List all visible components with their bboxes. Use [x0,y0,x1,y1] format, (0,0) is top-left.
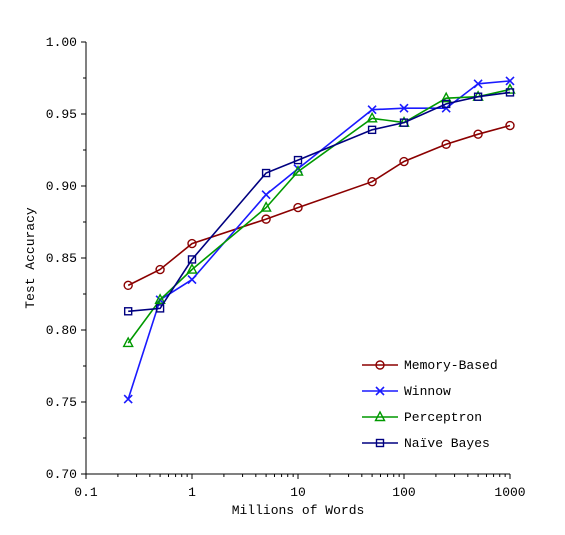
data-point [366,111,378,123]
legend-item: Naïve Bayes [362,436,490,451]
series-3 [123,88,515,316]
x-axis-title: Millions of Words [232,503,365,518]
data-point [261,168,271,178]
data-point [440,91,452,103]
y-tick-label: 0.85 [46,251,77,266]
data-point [261,214,271,224]
data-point [293,202,303,213]
data-point [473,92,483,101]
data-point [186,263,198,274]
data-point [293,155,303,165]
data-point [441,139,451,149]
legend-item: Winnow [362,384,451,399]
data-point [505,76,515,86]
data-point [441,99,451,109]
data-point [155,304,165,313]
legend-item: Perceptron [362,410,482,425]
data-point [122,336,134,348]
legend-marker [375,438,385,448]
data-point [187,255,197,264]
data-point [123,280,133,291]
x-tick-label: 1000 [494,485,525,500]
y-tick-label: 0.75 [46,395,77,410]
data-point [399,156,409,167]
legend-label: Memory-Based [404,358,498,373]
data-point [260,201,272,212]
data-point [187,275,197,285]
y-tick-label: 0.90 [46,179,77,194]
data-point [292,165,304,176]
legend-label: Naïve Bayes [404,436,490,451]
data-point [187,238,197,249]
series-line [127,124,511,287]
data-point [367,105,377,115]
series-1 [123,76,515,404]
legend-label: Perceptron [404,410,482,425]
y-tick-label: 0.70 [46,467,77,482]
data-point [399,118,409,127]
data-point [473,129,483,139]
data-point [367,125,377,135]
data-point [154,293,166,304]
data-point [123,307,133,316]
x-tick-label: 100 [392,485,415,500]
legend-marker [375,360,385,370]
x-tick-label: 10 [290,485,306,500]
series-2 [122,83,516,348]
ticks: 0.70 0.75 0.80 0.85 0.90 0.95 1.00 0.1 1 10 100 100… [46,35,526,500]
series-0 [123,120,515,291]
data-point [261,190,271,200]
data-point [155,264,165,275]
x-tick-label: 1 [188,485,196,500]
data-point [367,176,377,187]
series-group [122,76,516,404]
y-tick-label: 0.95 [46,107,77,122]
legend: Memory-Based Winnow Perceptron Naïve Bayes [362,358,498,451]
y-tick-label: 0.80 [46,323,77,338]
data-point [473,79,483,89]
series-line [128,91,511,313]
x-tick-label: 0.1 [74,485,98,500]
data-point [505,120,515,131]
legend-marker [375,386,385,396]
legend-item: Memory-Based [362,358,498,373]
data-point [123,394,133,404]
legend-marker [374,410,386,422]
y-tick-label: 1.00 [46,35,77,50]
y-axis-title: Test Accuracy [23,207,38,309]
data-point [399,103,409,113]
data-point [505,88,515,97]
series-line [127,80,511,400]
series-line [127,88,511,344]
legend-label: Winnow [404,384,451,399]
